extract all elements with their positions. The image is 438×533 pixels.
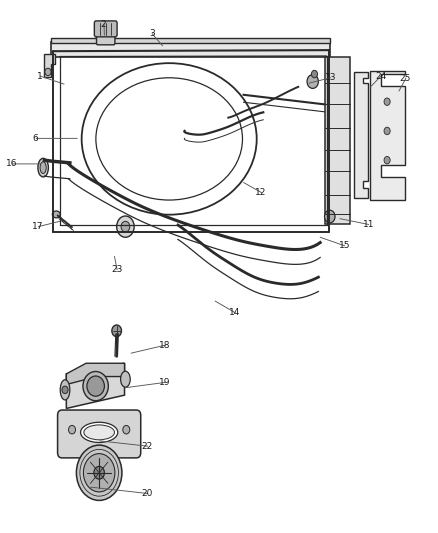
Text: 19: 19	[159, 378, 170, 387]
Circle shape	[112, 325, 121, 337]
Text: 15: 15	[338, 241, 349, 251]
Ellipse shape	[120, 371, 130, 387]
Polygon shape	[66, 364, 124, 384]
Polygon shape	[369, 71, 405, 200]
Text: 24: 24	[374, 71, 385, 80]
Text: 23: 23	[111, 265, 122, 274]
Circle shape	[68, 425, 75, 434]
Circle shape	[94, 466, 104, 479]
Circle shape	[117, 216, 134, 237]
FancyBboxPatch shape	[324, 56, 349, 224]
Ellipse shape	[52, 211, 60, 218]
Text: 12: 12	[255, 188, 266, 197]
FancyBboxPatch shape	[51, 38, 329, 43]
Circle shape	[311, 70, 317, 78]
Text: 2: 2	[100, 20, 106, 29]
Text: 3: 3	[148, 29, 154, 38]
Text: 13: 13	[324, 73, 335, 82]
Text: 20: 20	[141, 489, 152, 498]
Ellipse shape	[87, 376, 104, 396]
Text: 18: 18	[159, 341, 170, 350]
Ellipse shape	[40, 162, 46, 173]
Polygon shape	[44, 54, 55, 77]
Ellipse shape	[83, 372, 108, 401]
Polygon shape	[353, 72, 367, 198]
Circle shape	[121, 221, 130, 232]
Circle shape	[383, 98, 389, 106]
Polygon shape	[66, 364, 124, 408]
Text: 6: 6	[33, 134, 39, 143]
Circle shape	[45, 68, 51, 76]
Circle shape	[324, 210, 334, 223]
Text: 22: 22	[141, 442, 152, 451]
FancyBboxPatch shape	[94, 21, 117, 37]
Circle shape	[62, 386, 68, 393]
Circle shape	[83, 454, 115, 492]
Text: 17: 17	[32, 222, 43, 231]
Circle shape	[383, 157, 389, 164]
Text: 1: 1	[37, 71, 43, 80]
Circle shape	[306, 75, 318, 88]
Ellipse shape	[38, 158, 48, 177]
Text: 25: 25	[399, 74, 410, 83]
Ellipse shape	[84, 425, 114, 440]
Circle shape	[383, 127, 389, 135]
Text: 16: 16	[6, 159, 18, 168]
Text: 11: 11	[362, 220, 373, 229]
FancyBboxPatch shape	[57, 410, 141, 458]
Text: 14: 14	[229, 308, 240, 317]
Circle shape	[76, 445, 122, 500]
Ellipse shape	[60, 379, 70, 400]
FancyBboxPatch shape	[96, 32, 115, 45]
FancyBboxPatch shape	[51, 42, 329, 56]
Ellipse shape	[81, 422, 117, 442]
Circle shape	[123, 425, 130, 434]
